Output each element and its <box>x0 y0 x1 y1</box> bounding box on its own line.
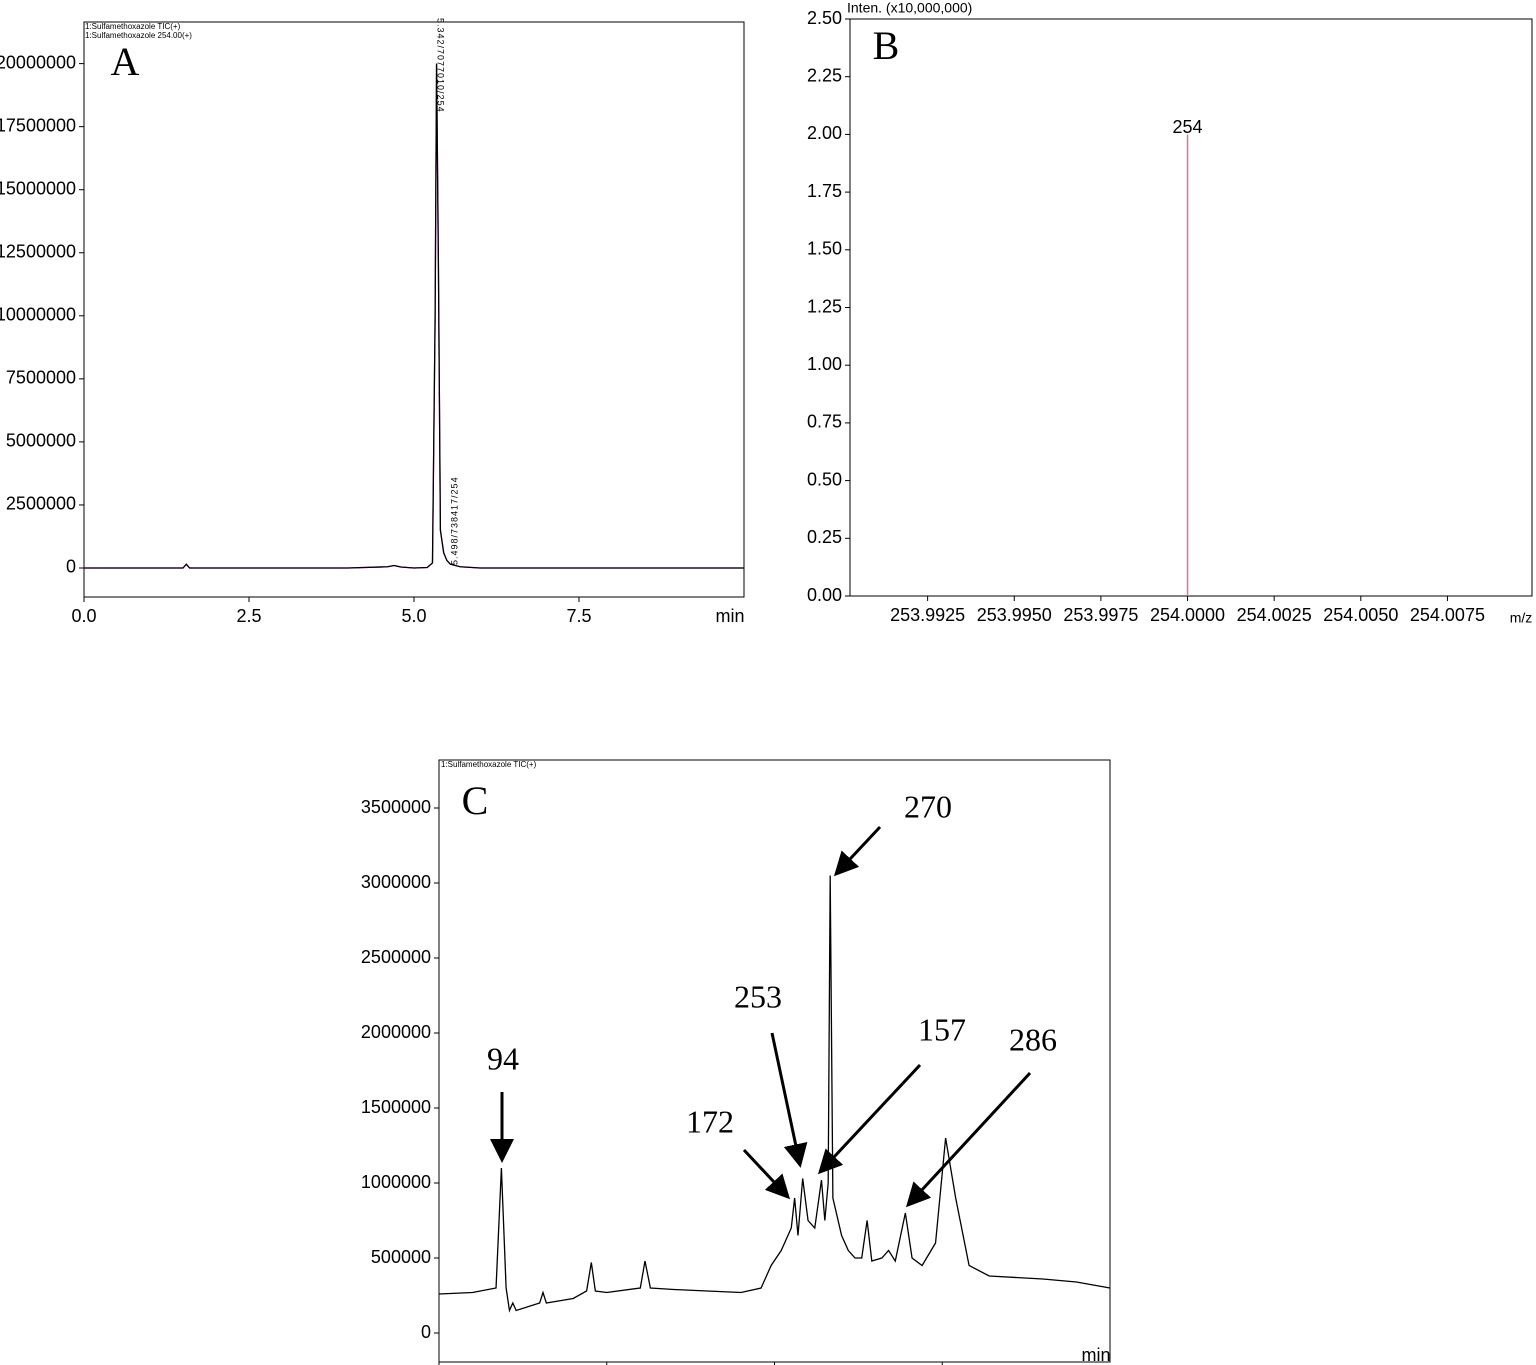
legend-entry: 1:Sulfamethoxazole TIC(+) <box>85 22 181 31</box>
y-tick-label: 2.50 <box>807 8 842 28</box>
y-tick-label: 500000 <box>371 1247 431 1267</box>
y-tick-label: 5000000 <box>6 431 76 451</box>
y-tick-label: 3500000 <box>361 797 431 817</box>
y-tick-label: 0 <box>66 557 76 577</box>
y-tick-label: 1.00 <box>807 354 842 374</box>
y-tick-label: 15000000 <box>0 178 76 198</box>
peak-annotation: 270 <box>904 788 952 824</box>
y-tick-label: 12500000 <box>0 242 76 262</box>
y-tick-label: 17500000 <box>0 115 76 135</box>
x-axis-label: min <box>1081 1345 1110 1365</box>
y-tick-label: 20000000 <box>0 52 76 72</box>
line-series <box>438 875 1111 1313</box>
y-tick-label: 2.25 <box>807 65 842 85</box>
y-tick-label: 0.75 <box>807 412 842 432</box>
y-tick-label: 0.50 <box>807 469 842 489</box>
x-tick-label: 253.9925 <box>890 605 965 625</box>
y-tick-label: 1.75 <box>807 181 842 201</box>
x-axis-label: min <box>715 606 744 626</box>
peak-annotation: 286 <box>1009 1021 1057 1057</box>
peak-annotation: 172 <box>686 1103 734 1139</box>
annotation-arrow <box>770 1032 808 1168</box>
y-tick-label: 2500000 <box>6 494 76 514</box>
x-tick-label: 2.5 <box>236 606 261 626</box>
y-tick-label: 10000000 <box>0 305 76 325</box>
panel-label: A <box>111 39 140 84</box>
x-tick-label: 7.5 <box>566 606 591 626</box>
peak-annotation: 5.498/738417/254 <box>449 476 459 565</box>
y-tick-label: 1000000 <box>361 1172 431 1192</box>
x-tick-label: 254.0025 <box>1237 605 1312 625</box>
x-tick-label: 254.0050 <box>1323 605 1398 625</box>
y-axis-label: Inten. (x10,000,000) <box>847 0 972 16</box>
y-tick-label: 0 <box>421 1322 431 1342</box>
x-tick-label: 5.0 <box>401 606 426 626</box>
x-tick-label: 254.0075 <box>1410 605 1485 625</box>
y-tick-label: 3000000 <box>361 872 431 892</box>
annotation-arrow <box>905 1071 1032 1208</box>
peak-annotation: 94 <box>487 1040 519 1076</box>
y-tick-label: 0.00 <box>807 585 842 605</box>
y-tick-label: 2500000 <box>361 947 431 967</box>
peak-label: 254 <box>1173 117 1203 137</box>
legend-entry: 1:Sulfamethoxazole 254.00(+) <box>85 31 192 40</box>
line-series <box>84 63 744 569</box>
x-tick-label: 254.0000 <box>1150 605 1225 625</box>
peak-annotation: 5.342/7077010/254 <box>436 18 446 113</box>
panel-label: B <box>873 23 900 68</box>
y-tick-label: 2.00 <box>807 123 842 143</box>
y-tick-label: 2000000 <box>361 1022 431 1042</box>
y-tick-label: 7500000 <box>6 368 76 388</box>
line-series <box>84 63 744 569</box>
peak-annotation: 253 <box>734 978 782 1014</box>
annotation-arrow <box>742 1148 791 1200</box>
x-tick-label: 0.0 <box>71 606 96 626</box>
y-tick-label: 0.25 <box>807 527 842 547</box>
plot-frame <box>849 18 1533 597</box>
x-tick-label: 253.9950 <box>977 605 1052 625</box>
annotation-arrow <box>833 825 882 877</box>
y-tick-label: 1500000 <box>361 1097 431 1117</box>
x-axis-label: m/z <box>1510 610 1533 626</box>
annotation-arrow <box>817 1063 922 1175</box>
plot-frame <box>83 21 745 598</box>
y-tick-label: 1.25 <box>807 296 842 316</box>
plot-frame <box>438 759 1111 1363</box>
x-tick-label: 253.9975 <box>1063 605 1138 625</box>
y-tick-label: 1.50 <box>807 239 842 259</box>
panel-label: C <box>462 778 489 823</box>
peak-annotation: 157 <box>918 1011 966 1047</box>
legend-entry: 1:Sulfamethoxazole TIC(+) <box>441 760 537 769</box>
